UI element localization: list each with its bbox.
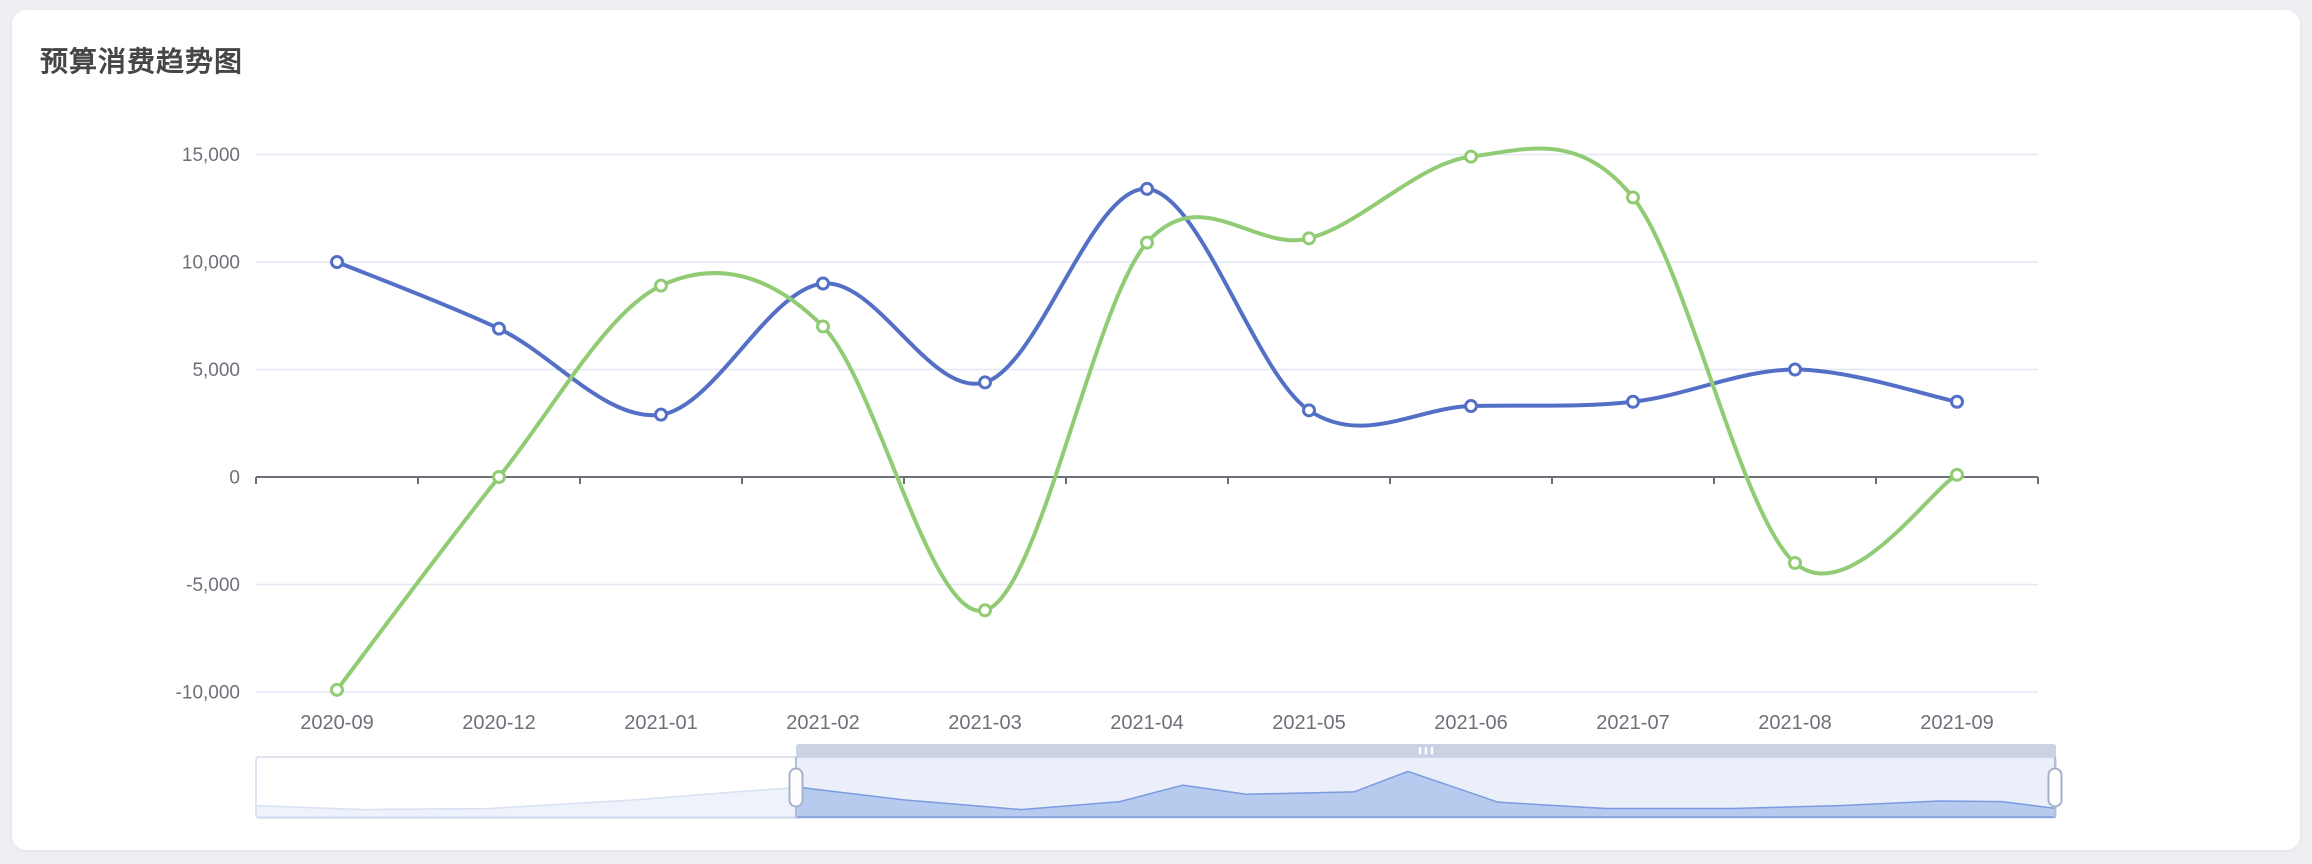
y-axis-label: -10,000 xyxy=(176,683,240,704)
data-point-blue xyxy=(1302,403,1316,418)
datazoom-shadow-selected xyxy=(796,770,2056,818)
datazoom-left-handle[interactable] xyxy=(788,767,804,808)
y-axis-label: 5,000 xyxy=(192,360,240,381)
data-point-blue xyxy=(978,375,992,390)
data-point-blue xyxy=(330,255,344,269)
data-point-green xyxy=(654,278,668,293)
data-point-green xyxy=(492,470,506,484)
data-point-green xyxy=(1788,556,1802,570)
data-point-green xyxy=(330,682,344,697)
data-point-blue xyxy=(1626,394,1640,409)
data-point-blue xyxy=(1464,399,1478,414)
data-point-green xyxy=(1302,231,1316,246)
y-axis-label: -5,000 xyxy=(186,575,240,596)
series-line-blue xyxy=(335,186,1959,428)
x-axis-label: 2021-07 xyxy=(1596,712,1669,734)
shadow-area xyxy=(796,770,2056,818)
shadow-area xyxy=(256,786,796,818)
x-axis-label: 2021-06 xyxy=(1434,712,1507,734)
data-point-blue xyxy=(1140,181,1154,196)
datazoom-shadow-unselected xyxy=(256,786,796,818)
x-axis-label: 2021-03 xyxy=(948,712,1021,734)
data-point-blue xyxy=(492,321,506,336)
y-axis-label: 15,000 xyxy=(182,145,240,166)
data-point-blue xyxy=(816,276,830,291)
x-axis-label: 2021-01 xyxy=(624,712,697,734)
x-axis-label: 2021-09 xyxy=(1920,712,1993,734)
y-axis-label: 10,000 xyxy=(182,253,240,274)
y-axis-label: 0 xyxy=(229,468,240,489)
data-point-blue xyxy=(1788,362,1802,377)
data-point-green xyxy=(816,319,830,334)
data-point-blue xyxy=(1950,394,1964,409)
data-point-green xyxy=(978,603,992,618)
x-axis-label: 2020-12 xyxy=(462,712,535,734)
page-title: 预算消费趋势图 xyxy=(40,46,244,77)
series-line-green xyxy=(335,146,1959,692)
move-handle-grip-icon[interactable] xyxy=(1424,747,1428,755)
x-axis-label: 2021-02 xyxy=(786,712,859,734)
data-point-green xyxy=(1950,467,1964,482)
move-handle-grip-icon[interactable] xyxy=(1418,747,1422,755)
datazoom-right-handle[interactable] xyxy=(2047,767,2063,808)
x-axis-label: 2020-09 xyxy=(300,712,373,734)
chart-card xyxy=(12,10,2300,850)
data-point-green xyxy=(1140,235,1154,250)
data-point-green xyxy=(1464,149,1478,164)
x-axis-label: 2021-04 xyxy=(1110,712,1183,734)
move-handle-grip-icon[interactable] xyxy=(1430,747,1434,755)
x-axis-label: 2021-08 xyxy=(1758,712,1831,734)
data-point-blue xyxy=(654,407,668,422)
data-point-green xyxy=(1626,190,1640,205)
x-axis-label: 2021-05 xyxy=(1272,712,1345,734)
